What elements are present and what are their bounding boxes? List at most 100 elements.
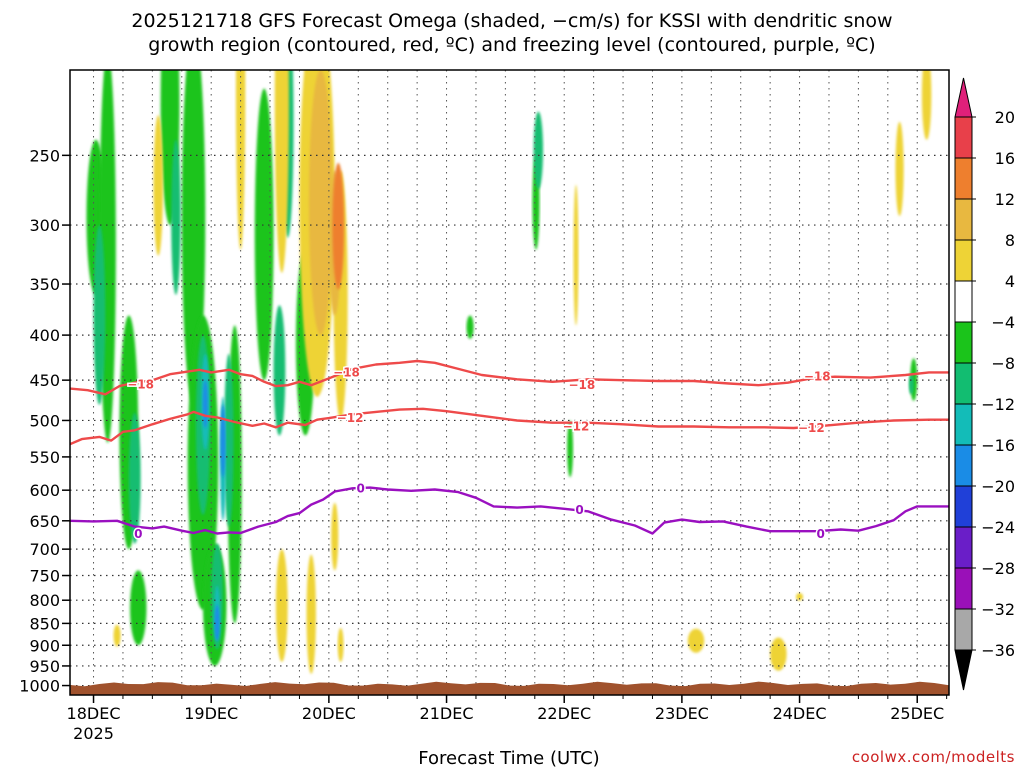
y-tick-label: 300 [29,216,60,235]
omega-blob [93,225,106,405]
omega-blob [273,305,286,436]
colorbar-label: −20 [981,477,1015,496]
omega-blob [224,353,234,527]
colorbar-bottom-arrow [954,649,973,691]
colorbar-swatch [954,362,973,405]
colorbar: 20 16 12 8 4 −4 −8 −12 −16 −20 −24 −28 −32 −36 [954,77,1015,691]
omega-blob [908,374,914,395]
y-tick-label: 350 [29,275,60,294]
omega-blob [130,570,147,646]
x-tick-label: 22DEC [537,704,591,723]
omega-blob [214,604,220,641]
minus-18-line-label: −18 [804,370,831,384]
temperature-contours [70,359,949,535]
colorbar-swatch [954,567,973,610]
minus-12-line-label: −12 [337,411,364,425]
omega-blob [331,502,339,571]
colorbar-swatch [954,608,973,651]
colorbar-label: 8 [1005,231,1015,250]
y-axis: 250 300 350 400 450 500 550 600 650 700 750 800 850 9… [19,146,70,696]
freezing-level-line-label: 0 [134,527,142,541]
x-tick-label: 25DEC [890,704,944,723]
minus-18-line-label: −18 [333,365,360,379]
x-tick-label: 23DEC [655,704,709,723]
omega-blob [235,70,246,250]
colorbar-swatch [954,280,973,323]
colorbar-label: 16 [995,149,1015,168]
minus-12-line [70,407,949,446]
terrain-fill [70,681,949,695]
colorbar-label: 20 [995,108,1015,127]
omega-blob [567,420,574,478]
chart-title-line-2: growth region (contoured, red, ºC) and f… [148,34,875,56]
x-tick-label: 20DEC [302,704,356,723]
omega-blob [573,184,579,326]
y-tick-label: 700 [29,540,60,559]
colorbar-swatch [954,403,973,446]
omega-blob [220,404,226,478]
colorbar-swatch [954,157,973,200]
y-tick-label: 900 [29,636,60,655]
colorbar-label: −36 [981,641,1015,660]
x-axis-title: Forecast Time (UTC) [418,748,599,768]
y-tick-label: 450 [29,371,60,390]
y-tick-label: 950 [29,657,60,676]
colorbar-swatch [954,239,973,282]
credit-text: coolwx.com/modelts [852,748,1015,766]
omega-blob [332,162,345,290]
minus-18-line-label: −18 [568,378,595,392]
omega-blob [687,628,705,653]
y-tick-label: 600 [29,481,60,500]
x-tick-label: 21DEC [420,704,474,723]
colorbar-swatch [954,321,973,364]
colorbar-label: −8 [991,354,1015,373]
omega-blob [533,111,544,190]
omega-blob [171,139,181,295]
omega-blob [921,70,932,140]
x-tick-year-label: 2025 [73,724,114,743]
y-tick-label: 250 [29,146,60,165]
omega-blob [274,70,289,273]
y-tick-label: 550 [29,448,60,467]
omega-blob [308,70,333,336]
omega-blob [770,637,787,671]
y-tick-label: 650 [29,512,60,531]
freezing-level-line-label: 0 [356,481,364,495]
y-tick-label: 500 [29,411,60,430]
chart-title-line-1: 2025121718 GFS Forecast Omega (shaded, −… [131,10,892,32]
colorbar-swatch [954,444,973,487]
minus-18-line [70,359,949,396]
colorbar-label: −12 [981,395,1015,414]
colorbar-label: −24 [981,518,1015,537]
colorbar-label: 12 [995,190,1015,209]
colorbar-swatch [954,526,973,569]
plot-frame [69,69,950,696]
y-tick-label: 400 [29,326,60,345]
colorbar-label: 4 [1005,272,1015,291]
colorbar-label: −16 [981,436,1015,455]
omega-blob [254,88,274,381]
minus-12-line-label: −12 [563,420,590,434]
freezing-level-line [70,486,949,535]
x-tick-label: 18DEC [67,704,121,723]
colorbar-label: −28 [981,559,1015,578]
omega-blob [275,549,288,662]
x-tick-label: 19DEC [184,704,238,723]
colorbar-swatch [954,485,973,528]
omega-shading [86,70,932,674]
omega-blob [466,315,474,339]
omega-blob [306,554,316,674]
omega-blob [113,624,121,647]
minus-12-line-label: −12 [798,421,825,435]
y-tick-label: 1000 [19,677,60,696]
colorbar-label: −4 [991,313,1015,332]
freezing-level-line-label: 0 [817,527,825,541]
omega-blob [796,592,804,601]
y-tick-label: 850 [29,614,60,633]
colorbar-swatch [954,116,973,159]
y-tick-label: 750 [29,567,60,586]
omega-blob [153,115,163,256]
freezing-level-line-label: 0 [575,503,583,517]
